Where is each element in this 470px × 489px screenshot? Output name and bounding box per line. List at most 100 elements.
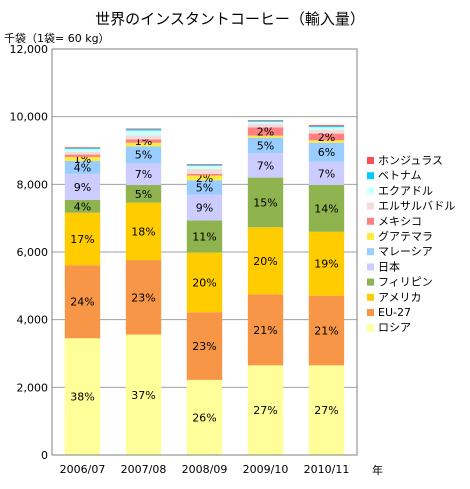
data-label: 11% (192, 231, 216, 244)
data-label: 7% (257, 159, 274, 172)
data-label: 21% (314, 324, 338, 337)
legend-entry: 日本 (378, 259, 400, 273)
bar-segment (247, 127, 284, 136)
legend-swatch (367, 248, 374, 256)
bar-segment (125, 142, 162, 147)
bar-segment (186, 165, 223, 169)
data-label: 7% (135, 168, 152, 181)
data-label: 38% (70, 391, 94, 404)
data-label: 5% (257, 139, 274, 152)
legend: ホンジュラスベトナムエクアドルエルサルバドルメキシコグアテマラマレーシア日本フィ… (367, 154, 455, 334)
legend-entry: アメリカ (378, 291, 421, 304)
data-label: 2% (318, 131, 335, 144)
bar-segment (247, 120, 284, 121)
bar-segment (125, 129, 162, 131)
y-tick-label: 12,000 (10, 43, 49, 56)
x-tick-label: 2010/11 (304, 463, 350, 476)
data-label: 5% (135, 149, 152, 162)
bar-segment (186, 164, 223, 166)
bar-segment (247, 365, 284, 455)
data-label: 20% (192, 276, 216, 289)
y-tick-label: 8,000 (17, 178, 49, 191)
plot-frame (51, 48, 358, 456)
data-label: 37% (131, 389, 155, 402)
legend-entry: エクアドル (378, 184, 433, 197)
bars: 38%24%17%4%9%4%1%37%23%18%5%7%5%1%26%23%… (64, 120, 345, 455)
bar-segment (186, 194, 223, 221)
legend-entry: エルサルバドル (378, 200, 455, 213)
bar-segment (64, 147, 101, 148)
bar-segment (247, 123, 284, 128)
data-label: 7% (318, 167, 335, 180)
data-label: 15% (253, 196, 277, 209)
y-tick-labels: 0 2,000 4,000 6,000 8,000 10,000 12,000 (10, 43, 49, 462)
legend-entry: ホンジュラス (378, 154, 443, 167)
bar-segment (186, 168, 223, 174)
bar-segment (247, 177, 284, 228)
bar-segment (186, 173, 223, 176)
bar-segment (308, 295, 345, 366)
data-label: 18% (131, 225, 155, 238)
bar-segment (125, 260, 162, 335)
data-label: 5% (135, 188, 152, 201)
bar-segment (308, 231, 345, 296)
bar-segment (125, 334, 162, 455)
bar-segment (247, 121, 284, 124)
legend-entry: EU-27 (378, 306, 411, 319)
bar-segment (64, 212, 101, 266)
bar-segment (64, 338, 101, 455)
bar-segment (308, 133, 345, 141)
bar-segment (247, 135, 284, 138)
bar-segment (64, 173, 101, 200)
data-label: 9% (196, 202, 213, 215)
x-tick-label: 2009/10 (243, 463, 289, 476)
legend-swatch (367, 202, 374, 210)
data-label: 14% (314, 202, 338, 215)
y-tick-label: 2,000 (17, 381, 49, 394)
data-label: 2% (257, 126, 274, 139)
bar-segment (125, 139, 162, 143)
bar-segment (64, 151, 101, 155)
legend-swatch (367, 263, 374, 271)
legend-swatch (367, 233, 374, 240)
legend-swatch (367, 157, 374, 164)
bar-segment (247, 294, 284, 366)
bar-segment (308, 126, 345, 128)
x-axis-label: 年 (372, 463, 383, 477)
bar-segment (247, 227, 284, 295)
bar-segment (186, 175, 223, 181)
legend-entry: ロシア (378, 321, 411, 334)
x-tick-labels: 2006/07 2007/08 2008/09 2009/10 2010/11 (60, 463, 350, 476)
bar-segment (64, 265, 101, 339)
bar-segment (64, 199, 101, 213)
data-label: 5% (196, 181, 213, 194)
legend-swatch (367, 217, 374, 225)
legend-entry: グアテマラ (378, 229, 433, 243)
bar-segment (247, 137, 284, 154)
bar-segment (125, 146, 162, 164)
bar-segment (308, 125, 345, 127)
y-tick-label: 0 (41, 449, 48, 462)
data-label: 6% (318, 146, 335, 159)
data-label: 23% (131, 291, 155, 304)
bar-segment (186, 164, 223, 165)
bar-segment (308, 127, 345, 130)
bar-segment (186, 180, 223, 195)
data-label: 27% (314, 404, 338, 417)
bar-segment (308, 140, 345, 143)
y-tick-label: 6,000 (17, 246, 49, 259)
bar-segment (186, 252, 223, 313)
bar-segment (125, 130, 162, 136)
x-tick-label: 2007/08 (121, 463, 167, 476)
bar-segment (308, 161, 345, 186)
bar-segment (186, 312, 223, 380)
bar-segment (186, 379, 223, 455)
legend-entry: マレーシア (378, 245, 433, 258)
bar-segment (125, 135, 162, 140)
bar-segment (125, 185, 162, 203)
legend-swatch (367, 293, 374, 301)
bar-segment (64, 154, 101, 157)
chart-title: 世界のインスタントコーヒー（輸入量） (95, 10, 365, 28)
bar-segment (308, 142, 345, 162)
